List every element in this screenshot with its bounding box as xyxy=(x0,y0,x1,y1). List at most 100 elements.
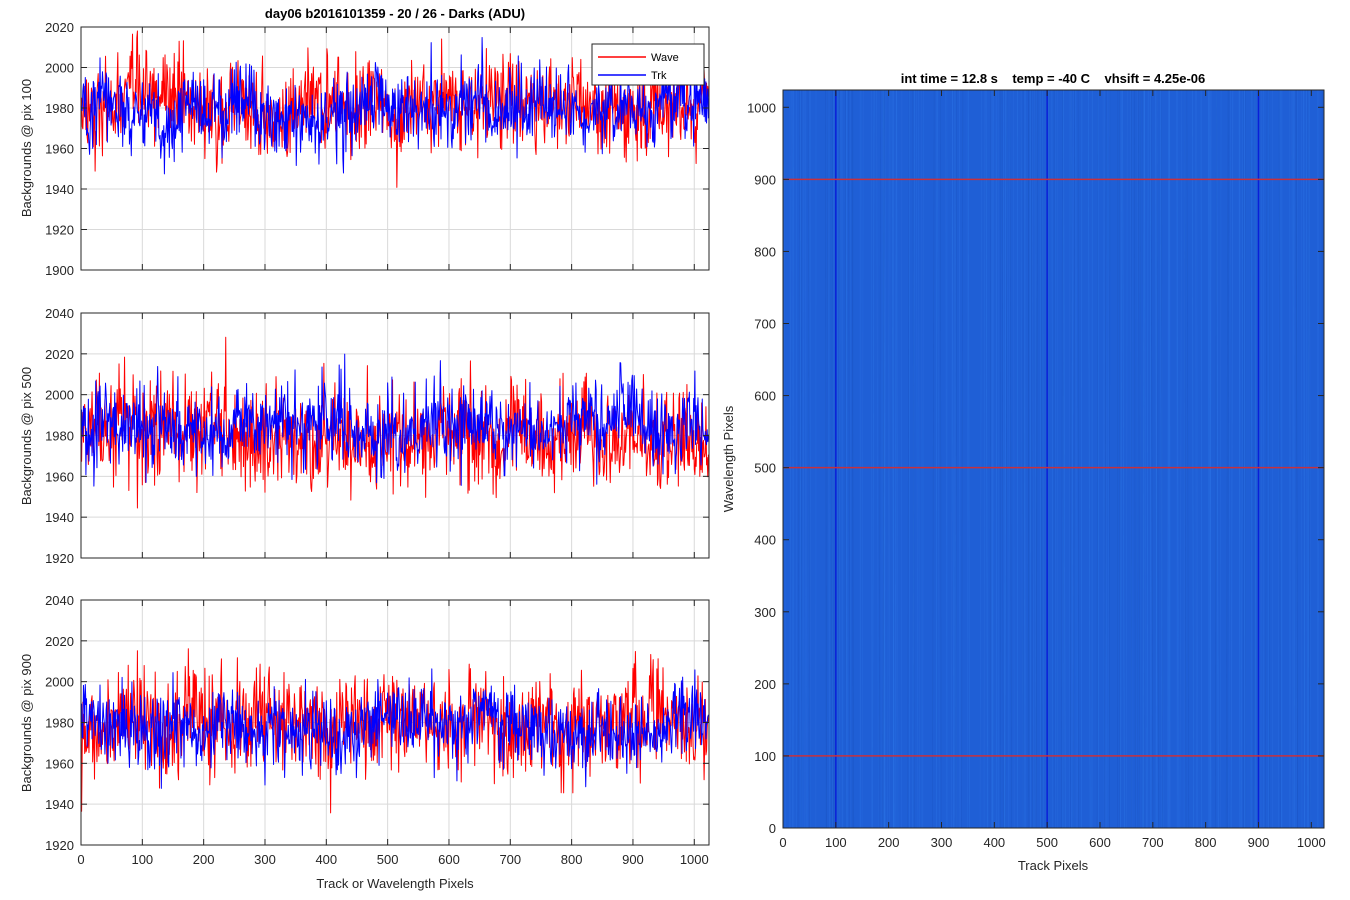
heatmap-streak xyxy=(1009,90,1012,828)
x-tick-label: 700 xyxy=(1142,835,1164,850)
heatmap-streak xyxy=(968,90,970,828)
heatmap-streak xyxy=(789,90,792,828)
heatmap-streak xyxy=(1149,90,1152,828)
heatmap-streak xyxy=(804,90,807,828)
heatmap-streak xyxy=(1146,90,1149,828)
heatmap-streak xyxy=(1027,90,1030,828)
heatmap-streak xyxy=(882,90,885,828)
heatmap-streak xyxy=(1031,90,1035,828)
heatmap-streak xyxy=(1104,90,1106,828)
heatmap-texture xyxy=(783,90,1324,828)
y-tick-label: 2020 xyxy=(45,20,74,35)
heatmap-streak xyxy=(912,90,915,828)
heatmap-streak xyxy=(1216,90,1219,828)
heatmap-streak xyxy=(1156,90,1159,828)
x-axis-label: Track or Wavelength Pixels xyxy=(316,876,474,891)
heatmap-streak xyxy=(1150,90,1154,828)
heatmap-streak xyxy=(1034,90,1037,828)
heatmap-streak xyxy=(1155,90,1158,828)
x-tick-label: 500 xyxy=(1036,835,1058,850)
y-tick-label: 700 xyxy=(754,317,776,332)
heatmap-streak xyxy=(1155,90,1158,828)
heatmap-streak xyxy=(1027,90,1030,828)
y-tick-label: 800 xyxy=(754,244,776,259)
heatmap-streak xyxy=(1073,90,1076,828)
heatmap-streak xyxy=(1254,90,1257,828)
heatmap-panel: 0 100 200 300 400 500 600 700 800 900 1000 0 100 200… xyxy=(721,71,1326,873)
y-axis-label: Wavelength Pixels xyxy=(721,405,736,512)
heatmap-streak xyxy=(983,90,986,828)
heatmap-streak xyxy=(1161,90,1163,828)
heatmap-streak xyxy=(797,90,801,828)
heatmap-streak xyxy=(936,90,938,828)
y-tick-label: 1980 xyxy=(45,429,74,444)
x-tick-label: 600 xyxy=(438,852,460,867)
heatmap-streak xyxy=(838,90,841,828)
heatmap-streak xyxy=(1142,90,1145,828)
heatmap-streak xyxy=(1195,90,1197,828)
heatmap-streak xyxy=(851,90,855,828)
heatmap-streak xyxy=(1166,90,1169,828)
heatmap-image xyxy=(783,90,1324,828)
heatmap-streak xyxy=(1143,90,1145,828)
legend: Wave Trk xyxy=(591,43,705,86)
heatmap-streak xyxy=(832,90,834,828)
heatmap-streak xyxy=(1176,90,1179,828)
x-tick-label: 1000 xyxy=(680,852,709,867)
heatmap-streak xyxy=(912,90,915,828)
x-tick-label: 200 xyxy=(878,835,900,850)
heatmap-streak xyxy=(1042,90,1044,828)
heatmap-streak xyxy=(918,90,920,828)
heatmap-streak xyxy=(1250,90,1253,828)
heatmap-streak xyxy=(1191,90,1194,828)
series-group xyxy=(80,30,709,188)
heatmap-streak xyxy=(1130,90,1132,828)
heatmap-streak xyxy=(1051,90,1054,828)
x-tick-label: 800 xyxy=(1195,835,1217,850)
y-tick-label: 200 xyxy=(754,677,776,692)
heatmap-streak xyxy=(1107,90,1110,828)
line-panel-pix-100: 1900 1920 1940 1960 1980 2000 2020 day06 b2016… xyxy=(19,6,710,278)
heatmap-streak xyxy=(1176,90,1180,828)
y-tick-label: 1920 xyxy=(45,223,74,238)
heatmap-streak xyxy=(937,90,940,828)
heatmap-streak xyxy=(1219,90,1222,828)
y-tick-label: 500 xyxy=(754,461,776,476)
heatmap-streak xyxy=(952,90,954,828)
y-tick-label: 1960 xyxy=(45,469,74,484)
y-tick-label: 0 xyxy=(769,821,776,836)
legend-label-trk: Trk xyxy=(651,70,667,82)
heatmap-streak xyxy=(1071,90,1074,828)
heatmap-streak xyxy=(1295,90,1298,828)
chart-title: day06 b2016101359 - 20 / 26 - Darks (ADU… xyxy=(265,6,525,21)
heatmap-streak xyxy=(1250,90,1252,828)
y-tick-labels: 0 100 200 300 400 500 600 700 800 900 1000 xyxy=(747,100,776,836)
y-tick-label: 1960 xyxy=(45,142,74,157)
heatmap-streak xyxy=(1288,90,1291,828)
x-tick-label: 100 xyxy=(825,835,847,850)
heatmap-streak xyxy=(1062,90,1065,828)
heatmap-streak xyxy=(1208,90,1212,828)
heatmap-streak xyxy=(872,90,875,828)
heatmap-streak xyxy=(992,90,994,828)
heatmap-streak xyxy=(1013,90,1015,828)
heatmap-streak xyxy=(951,90,953,828)
x-tick-label: 500 xyxy=(377,852,399,867)
heatmap-streak xyxy=(1184,90,1187,828)
heatmap-streak xyxy=(807,90,810,828)
line-panel-pix-900: 1920 1940 1960 1980 2000 2020 2040 0 100 200 300 4… xyxy=(19,593,710,891)
y-tick-label: 2000 xyxy=(45,388,74,403)
x-tick-labels: 0 100 200 300 400 500 600 700 800 900 1000 xyxy=(77,852,708,867)
series-line-trk xyxy=(80,353,709,487)
y-tick-label: 600 xyxy=(754,389,776,404)
x-tick-label: 600 xyxy=(1089,835,1111,850)
heatmap-streak xyxy=(1216,90,1219,828)
heatmap-streak xyxy=(827,90,830,828)
heatmap-streak xyxy=(1228,90,1231,828)
y-tick-label: 2000 xyxy=(45,675,74,690)
x-tick-label: 0 xyxy=(779,835,786,850)
heatmap-streak xyxy=(1097,90,1099,828)
heatmap-streak xyxy=(1280,90,1282,828)
x-axis-label: Track Pixels xyxy=(1018,858,1089,873)
heatmap-streak xyxy=(1265,90,1268,828)
